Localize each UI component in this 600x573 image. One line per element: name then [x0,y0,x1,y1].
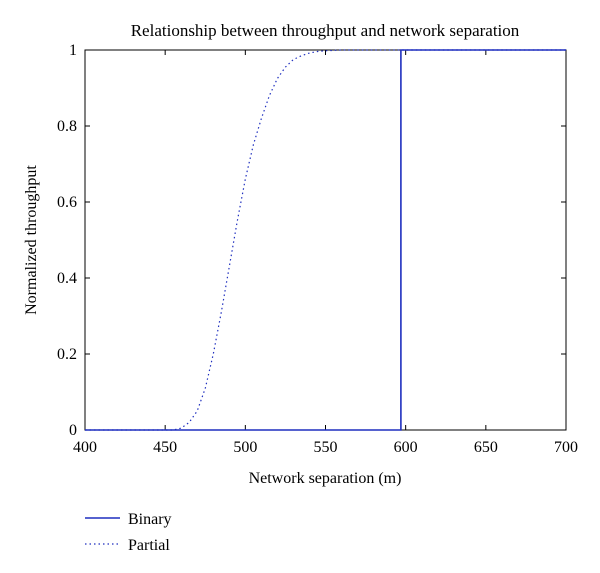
x-tick-label: 400 [73,439,97,456]
y-axis-label: Normalized throughput [23,165,40,315]
x-tick-label: 700 [554,439,578,456]
chart-title: Relationship between throughput and netw… [131,21,520,40]
y-tick-label: 0.6 [57,194,77,211]
x-tick-label: 650 [474,439,498,456]
y-tick-label: 0.4 [57,270,77,287]
x-axis-label: Network separation (m) [249,470,402,487]
series-line-binary [85,49,566,431]
y-tick-label: 0.8 [57,118,77,135]
legend-label-partial: Partial [128,537,170,554]
plot-frame [84,49,567,431]
y-tick-label: 0.2 [57,346,77,363]
legend: Binary Partial [85,511,172,554]
y-tick-label: 1 [69,42,77,59]
x-tick-label: 550 [314,439,338,456]
y-tick-label: 0 [69,422,77,439]
series-line-partial [85,49,566,431]
legend-label-binary: Binary [128,511,172,528]
x-tick-label: 450 [153,439,177,456]
x-tick-label: 600 [394,439,418,456]
plot-area: 400 450 500 550 600 650 700 0 0.2 0.4 0.6 0.8 1 [57,42,578,456]
x-tick-label: 500 [233,439,257,456]
